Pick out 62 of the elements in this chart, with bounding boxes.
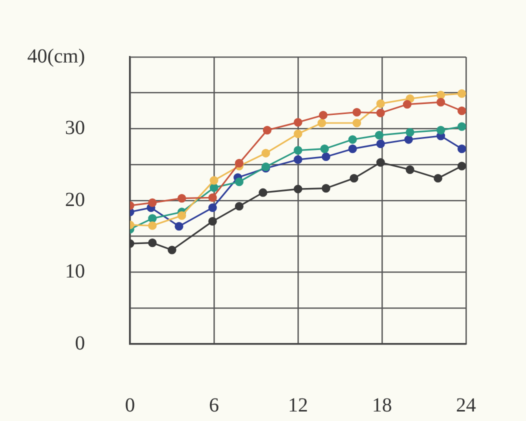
point — [294, 129, 302, 138]
x-tick-label: 0 — [125, 394, 135, 416]
point — [458, 122, 466, 131]
point — [376, 140, 385, 148]
point — [168, 246, 176, 254]
point — [348, 135, 357, 144]
point — [258, 188, 268, 197]
point — [318, 110, 328, 120]
y-tick-label: 0 — [75, 332, 85, 354]
y-tick-label: 10 — [65, 260, 85, 282]
point — [352, 118, 362, 128]
point — [436, 90, 446, 100]
point — [402, 100, 412, 109]
point — [458, 106, 466, 116]
point — [376, 99, 385, 108]
point — [376, 158, 385, 167]
y-tick-label: 20 — [65, 188, 85, 211]
point — [458, 89, 466, 98]
y-tick-label: 40(cm) — [27, 45, 85, 68]
point — [148, 238, 157, 248]
point — [210, 183, 218, 192]
point — [458, 162, 466, 170]
point — [148, 198, 157, 207]
point — [208, 217, 217, 226]
point — [294, 118, 302, 127]
point — [406, 128, 414, 137]
point — [294, 146, 302, 155]
point — [262, 126, 272, 134]
point — [322, 152, 330, 162]
x-tick-label: 18 — [372, 394, 392, 416]
point — [320, 144, 329, 154]
point — [376, 108, 385, 118]
point — [352, 108, 362, 117]
y-tick-label: 30 — [65, 117, 85, 139]
point — [234, 158, 244, 168]
point — [148, 221, 157, 230]
point — [318, 118, 326, 128]
x-tick-label: 24 — [456, 394, 476, 416]
point — [208, 203, 217, 212]
point — [294, 155, 302, 164]
point — [374, 130, 384, 140]
point — [406, 165, 414, 174]
point — [174, 222, 184, 231]
point — [294, 184, 302, 194]
point — [436, 98, 446, 107]
point — [208, 193, 217, 202]
point — [210, 176, 218, 185]
point — [434, 174, 442, 183]
point — [178, 194, 186, 203]
point — [148, 214, 157, 223]
point — [322, 184, 330, 193]
point — [234, 202, 244, 211]
point — [178, 211, 186, 220]
point — [262, 148, 270, 158]
x-tick-label: 6 — [209, 394, 219, 416]
point — [348, 144, 357, 154]
x-tick-label: 12 — [288, 394, 308, 416]
point — [234, 178, 244, 186]
point — [458, 144, 466, 154]
point — [350, 174, 358, 183]
point — [436, 126, 446, 134]
point — [404, 135, 413, 144]
